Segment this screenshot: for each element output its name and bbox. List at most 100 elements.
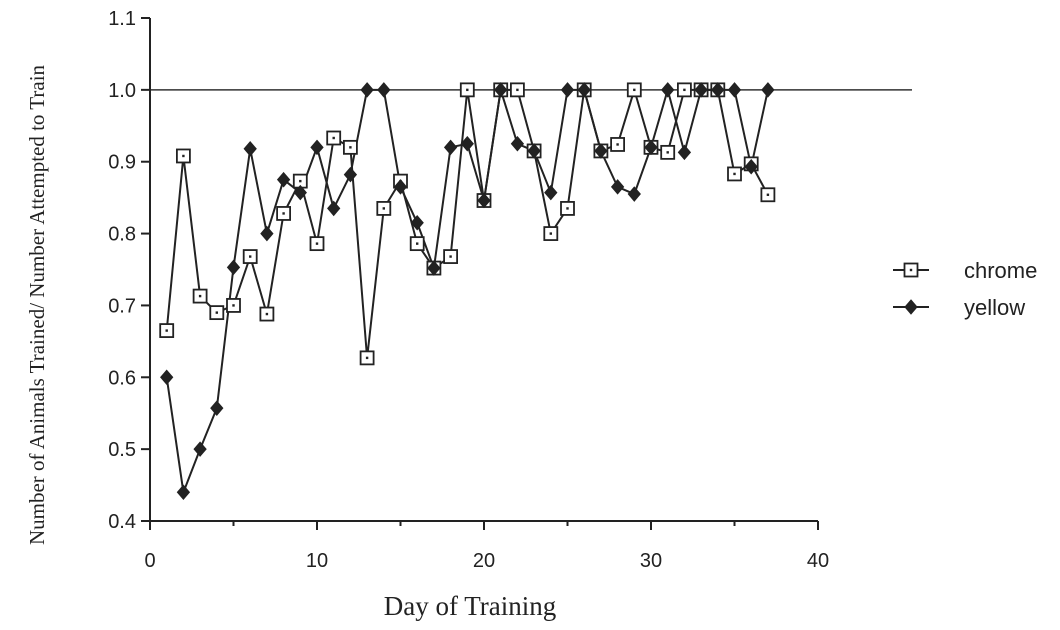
legend-marker-yellow	[904, 299, 918, 315]
data-point-yellow	[694, 82, 708, 98]
data-point-yellow	[727, 82, 742, 98]
data-point-chrome-center	[232, 304, 235, 307]
data-point-chrome-center	[365, 356, 369, 360]
data-point-yellow	[560, 82, 575, 98]
data-point-yellow	[544, 184, 558, 201]
data-point-chrome	[543, 226, 559, 241]
data-point-chrome	[409, 236, 425, 252]
data-point-yellow	[460, 135, 474, 152]
data-point-chrome-center	[549, 232, 552, 235]
data-point-chrome-center	[332, 136, 335, 140]
data-point-chrome	[276, 206, 292, 221]
series-layer	[159, 82, 776, 501]
legend-item-yellow: yellow	[893, 295, 1025, 320]
data-point-chrome	[226, 298, 241, 313]
data-point-yellow	[160, 369, 174, 386]
data-point-chrome	[443, 249, 459, 264]
data-point-yellow	[627, 186, 641, 202]
data-point-chrome	[175, 148, 191, 164]
data-point-yellow	[393, 179, 408, 195]
data-point-chrome-center	[349, 146, 352, 149]
data-point-chrome-center	[766, 193, 770, 196]
data-point-chrome-center	[449, 255, 452, 258]
data-point-yellow	[427, 260, 441, 276]
data-point-chrome-center	[416, 242, 419, 245]
data-point-yellow	[260, 225, 274, 242]
data-point-chrome	[159, 323, 175, 338]
data-point-yellow	[443, 139, 458, 156]
data-point-yellow	[494, 82, 508, 98]
data-point-yellow	[577, 82, 591, 98]
y-tick-label: 1.0	[108, 80, 136, 102]
data-point-yellow	[527, 143, 541, 159]
legend-item-chrome: chrome	[893, 258, 1037, 283]
data-point-chrome	[376, 201, 392, 216]
y-tick-label: 0.7	[108, 295, 136, 317]
data-point-chrome-center	[249, 255, 252, 258]
data-point-chrome	[309, 236, 325, 252]
data-point-chrome-center	[382, 207, 385, 210]
data-point-chrome-center	[516, 88, 519, 92]
ticks: 0.4 0.5 0.6 0.7 0.8 0.9 1.0 1.1 0 10 20 30 40	[108, 8, 829, 572]
data-point-yellow	[276, 171, 291, 188]
data-point-chrome	[259, 306, 275, 322]
y-tick-label: 0.9	[108, 152, 136, 174]
y-tick-label: 0.5	[108, 439, 136, 461]
data-point-yellow	[677, 144, 692, 161]
legend-label: chrome	[964, 258, 1037, 283]
data-point-chrome	[459, 82, 475, 98]
data-point-chrome	[760, 187, 776, 203]
data-point-chrome	[560, 201, 575, 216]
data-point-yellow	[310, 139, 324, 156]
x-tick-label: 40	[807, 550, 829, 572]
data-point-yellow	[243, 141, 257, 157]
x-tick-label: 10	[306, 550, 328, 572]
data-point-chrome-center	[282, 212, 285, 215]
data-point-chrome	[192, 288, 208, 304]
x-tick-label: 0	[144, 550, 155, 572]
data-point-chrome	[626, 82, 642, 98]
data-point-yellow	[176, 484, 191, 501]
data-point-chrome	[610, 137, 625, 152]
data-point-chrome	[242, 249, 258, 264]
data-point-chrome-center	[299, 179, 302, 183]
data-point-chrome-center	[566, 207, 569, 210]
data-point-yellow	[594, 143, 608, 159]
data-point-chrome	[209, 305, 225, 321]
markers-yellow	[160, 82, 775, 501]
data-point-chrome	[326, 130, 342, 146]
legend-marker-chrome-center	[909, 268, 913, 272]
data-point-chrome	[342, 139, 358, 155]
x-tick-label: 30	[640, 550, 662, 572]
data-point-chrome-center	[315, 242, 319, 245]
y-tick-label: 1.1	[108, 8, 136, 30]
data-point-chrome-center	[733, 172, 736, 176]
data-point-yellow	[343, 166, 358, 183]
x-tick-label: 20	[473, 550, 495, 572]
y-tick-label: 0.4	[108, 511, 136, 533]
data-point-chrome-center	[683, 88, 686, 92]
data-point-chrome-center	[666, 151, 669, 154]
y-tick-label: 0.6	[108, 367, 136, 389]
data-point-yellow	[610, 179, 625, 195]
data-point-chrome	[677, 82, 692, 98]
y-axis-title: Number of Animals Trained/ Number Attemp…	[25, 64, 49, 545]
x-axis-title: Day of Training	[384, 591, 557, 621]
data-point-yellow	[327, 200, 341, 217]
data-point-chrome-center	[633, 88, 636, 92]
data-point-yellow	[510, 135, 525, 152]
data-point-yellow	[410, 215, 424, 231]
data-point-chrome-center	[466, 88, 469, 92]
data-point-chrome-center	[616, 143, 619, 146]
data-point-yellow	[377, 82, 391, 98]
legend: chrome yellow	[893, 258, 1037, 320]
data-point-chrome-center	[182, 154, 185, 158]
data-point-yellow	[711, 82, 725, 98]
legend-label: yellow	[964, 295, 1025, 320]
data-point-chrome-center	[265, 312, 269, 316]
data-point-yellow	[761, 82, 775, 98]
data-point-chrome	[509, 82, 525, 98]
data-point-chrome-center	[165, 329, 168, 332]
data-point-yellow	[644, 139, 658, 156]
